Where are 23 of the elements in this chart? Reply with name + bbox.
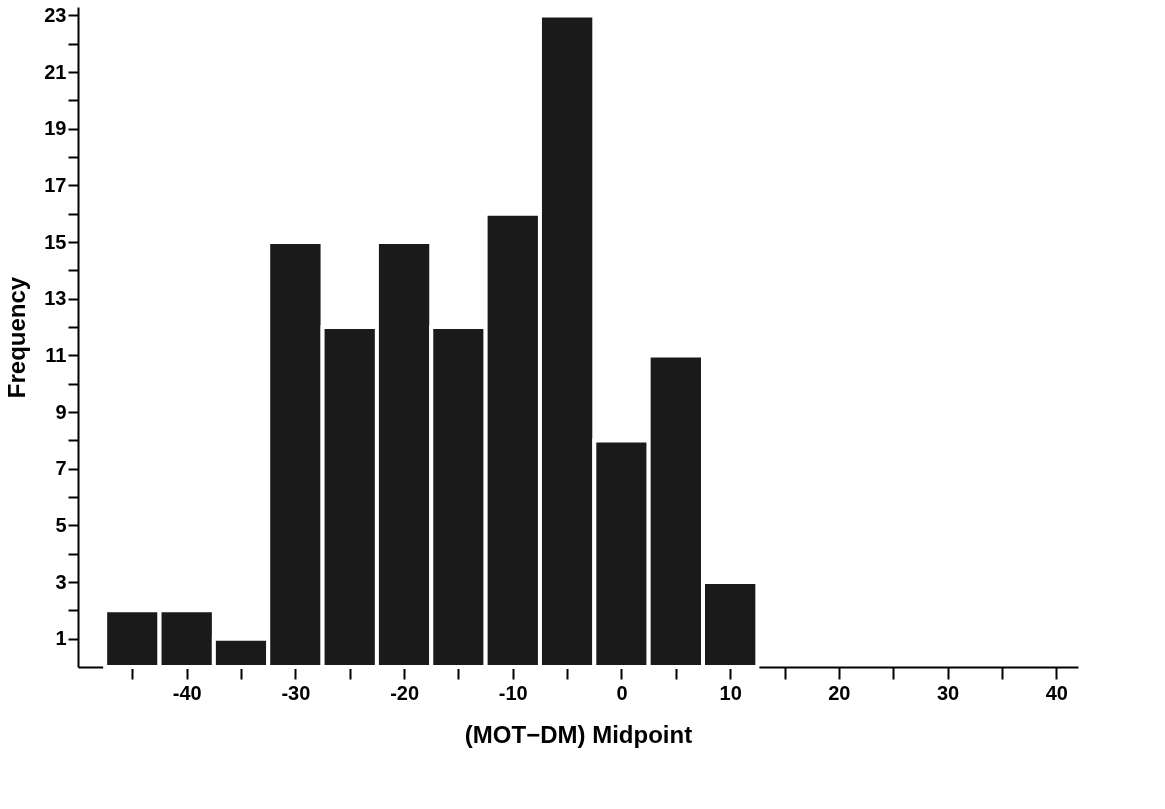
x-tick-label: 40 <box>1045 681 1068 704</box>
y-tick-label: 7 <box>55 457 67 480</box>
x-tick-label: -30 <box>281 681 311 704</box>
x-tick-label: 30 <box>936 681 960 704</box>
y-tick-label: 9 <box>55 400 67 423</box>
y-tick-label: 23 <box>44 4 67 26</box>
y-tick-label: 11 <box>45 343 67 366</box>
y-axis-title: Frequency <box>3 276 31 399</box>
y-tick-label: 17 <box>44 173 67 196</box>
x-axis-title: (MOT−DM) Midpoint <box>464 720 693 748</box>
y-tick-label: 1 <box>55 627 67 650</box>
x-tick-label: -20 <box>390 681 420 704</box>
y-tick-label: 21 <box>44 60 67 83</box>
y-tick-label: 19 <box>44 117 67 140</box>
y-tick-label: 3 <box>55 570 67 593</box>
y-tick-label: 5 <box>55 513 67 536</box>
y-tick-label: 15 <box>44 230 67 253</box>
x-tick-label: -10 <box>498 681 528 704</box>
x-tick-label: 20 <box>828 681 851 704</box>
x-tick-label: 0 <box>616 681 628 704</box>
x-tick-label: -40 <box>172 681 202 704</box>
y-tick-label: 13 <box>44 287 67 310</box>
x-tick-label: 10 <box>719 681 742 704</box>
